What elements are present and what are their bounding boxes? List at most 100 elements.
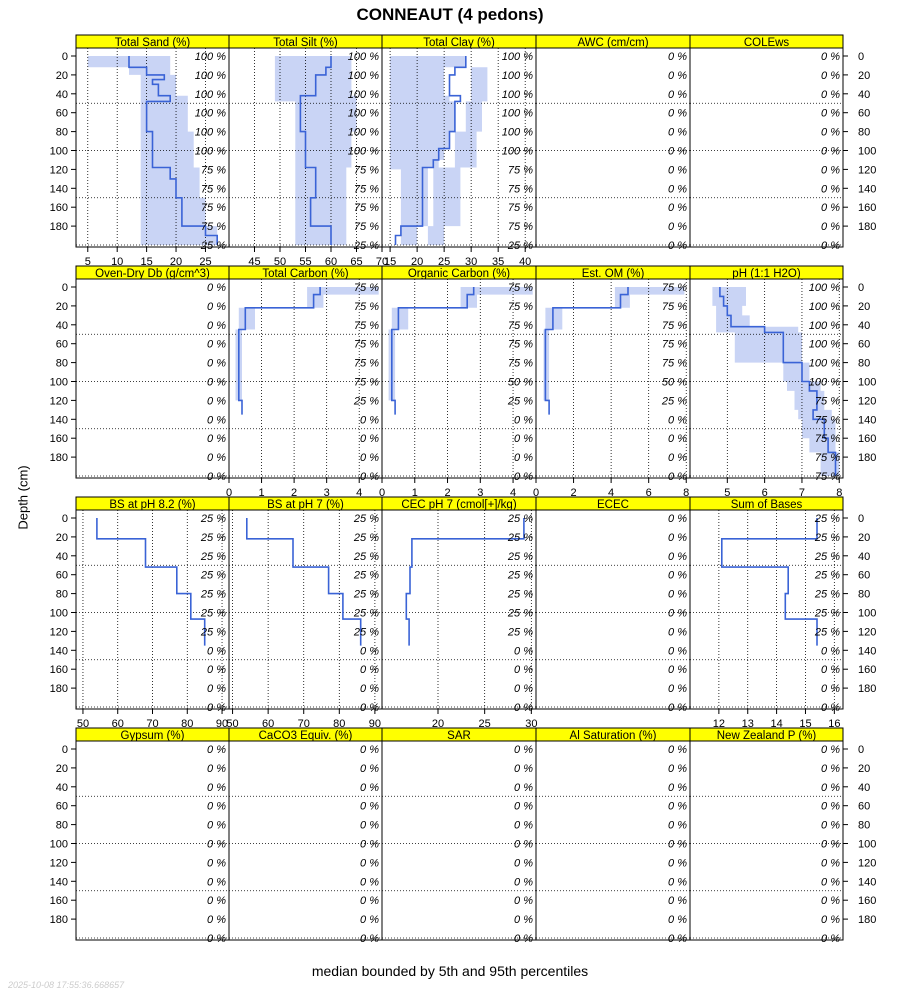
y-tick-label-right: 140 xyxy=(858,645,876,657)
y-tick-label: 20 xyxy=(56,70,68,82)
x-tick-label: 40 xyxy=(519,256,531,268)
y-tick-label: 160 xyxy=(50,202,68,214)
y-tick-label: 100 xyxy=(50,146,68,158)
data-pct-label: 100 % xyxy=(348,108,379,120)
data-pct-label: 25 % xyxy=(353,589,379,601)
data-pct-label: 25 % xyxy=(353,570,379,582)
data-pct-label: 0 % xyxy=(207,839,226,851)
panel-3-0: 0 % 0 % 0 % 0 % 0 % 0 % 0 % 0 % 0 % 0 % 0 % Gypsum … xyxy=(75,727,230,945)
x-tick-label: 6 xyxy=(762,487,768,499)
panel-title: Al Saturation (%) xyxy=(570,730,657,742)
data-pct-label: 0 % xyxy=(821,164,840,176)
data-pct-label: 0 % xyxy=(668,782,687,794)
data-pct-label: 25 % xyxy=(507,626,533,638)
data-pct-label: 25 % xyxy=(814,513,840,525)
median-line xyxy=(96,518,206,646)
data-pct-label: 100 % xyxy=(502,127,533,139)
chart-caption: median bounded by 5th and 95th percentil… xyxy=(311,963,589,979)
data-pct-label: 0 % xyxy=(668,933,687,945)
data-pct-label: 0 % xyxy=(821,127,840,139)
y-tick-label: 60 xyxy=(56,339,68,351)
data-pct-label: 75 % xyxy=(354,339,379,351)
panel-1-3: 75 % 75 % 75 % 75 % 75 % 50 % 25 % 0 % 0 % 0 % 0 %… xyxy=(533,265,691,499)
median-line xyxy=(544,287,629,415)
data-pct-label: 75 % xyxy=(201,202,226,214)
row-0: 100 %100 %100 %100 %100 %100 %75 %75 %75… xyxy=(50,34,876,268)
panel-0-3: 0 % 0 % 0 % 0 % 0 % 0 % 0 % 0 % 0 % 0 % 0 % AWC (cm… xyxy=(535,34,691,252)
data-pct-label: 0 % xyxy=(668,857,687,869)
data-pct-label: 0 % xyxy=(514,664,533,676)
y-tick-label-right: 100 xyxy=(858,377,876,389)
x-tick-label: 2 xyxy=(570,487,576,499)
y-tick-label-right: 180 xyxy=(858,914,876,926)
y-tick-label-right: 0 xyxy=(858,282,864,294)
row-2: 25 %25 %25 %25 %25 %25 %25 %0 %0 %0 %0 %… xyxy=(50,496,876,730)
panel-title: Sum of Bases xyxy=(731,499,803,511)
data-pct-label: 75 % xyxy=(815,395,840,407)
median-line xyxy=(720,518,818,646)
data-pct-label: 0 % xyxy=(360,763,379,775)
panel-title: SAR xyxy=(447,730,471,742)
data-pct-label: 25 % xyxy=(814,551,840,563)
x-tick-label: 25 xyxy=(199,256,211,268)
data-pct-label: 0 % xyxy=(514,876,533,888)
x-tick-label: 1 xyxy=(412,487,418,499)
data-pct-label: 0 % xyxy=(821,839,840,851)
panel-0-2: 100 % 100 % 100 % 100 % 100 % 100 % 75 % 75 % 75… xyxy=(381,34,537,268)
x-tick-label: 7 xyxy=(799,487,805,499)
x-tick-label: 50 xyxy=(274,256,286,268)
y-tick-label-right: 20 xyxy=(858,763,870,775)
data-pct-label: 0 % xyxy=(668,763,687,775)
x-tick-label: 4 xyxy=(356,487,362,499)
data-pct-label: 0 % xyxy=(360,471,379,483)
x-tick-label: 0 xyxy=(379,487,385,499)
y-tick-label: 0 xyxy=(62,51,68,63)
data-pct-label: 100 % xyxy=(195,51,226,63)
median-line xyxy=(128,56,218,245)
x-tick-label: 1 xyxy=(258,487,264,499)
y-tick-label-right: 160 xyxy=(858,895,876,907)
data-pct-label: 0 % xyxy=(821,895,840,907)
data-pct-label: 0 % xyxy=(514,763,533,775)
data-pct-label: 75 % xyxy=(662,320,687,332)
data-pct-label: 0 % xyxy=(668,164,687,176)
y-tick-label: 80 xyxy=(56,358,68,370)
data-pct-label: 0 % xyxy=(821,221,840,233)
data-pct-label: 50 % xyxy=(662,377,687,389)
data-pct-label: 100 % xyxy=(348,146,379,158)
data-pct-label: 0 % xyxy=(821,914,840,926)
data-pct-label: 75 % xyxy=(508,358,533,370)
x-tick-label: 20 xyxy=(170,256,182,268)
data-pct-label: 75 % xyxy=(354,301,379,313)
x-tick-label: 2 xyxy=(444,487,450,499)
data-pct-label: 0 % xyxy=(207,395,226,407)
y-tick-label: 0 xyxy=(62,513,68,525)
panel-title: Oven-Dry Db (g/cm^3) xyxy=(95,268,210,280)
x-tick-label: 25 xyxy=(479,718,491,730)
data-pct-label: 0 % xyxy=(668,683,687,695)
panel-title: New Zealand P (%) xyxy=(717,730,817,742)
chart-title: CONNEAUT (4 pedons) xyxy=(356,5,544,24)
data-pct-label: 25 % xyxy=(200,532,226,544)
y-tick-label-right: 180 xyxy=(858,683,876,695)
y-tick-label-right: 20 xyxy=(858,532,870,544)
x-tick-label: 0 xyxy=(226,487,232,499)
y-tick-label: 80 xyxy=(56,127,68,139)
data-pct-label: 0 % xyxy=(821,108,840,120)
x-tick-label: 70 xyxy=(298,718,310,730)
panel-title: CEC pH 7 (cmol[+]/kg) xyxy=(401,499,517,511)
data-pct-label: 0 % xyxy=(821,89,840,101)
x-tick-label: 14 xyxy=(770,718,782,730)
data-pct-label: 100 % xyxy=(348,89,379,101)
x-tick-label: 80 xyxy=(181,718,193,730)
y-tick-label-right: 60 xyxy=(858,108,870,120)
data-pct-label: 25 % xyxy=(200,513,226,525)
data-pct-label: 0 % xyxy=(668,645,687,657)
data-pct-label: 25 % xyxy=(353,532,379,544)
data-pct-label: 25 % xyxy=(814,589,840,601)
data-pct-label: 25 % xyxy=(353,551,379,563)
x-tick-label: 30 xyxy=(525,718,537,730)
data-pct-label: 0 % xyxy=(821,240,840,252)
x-tick-label: 90 xyxy=(216,718,228,730)
